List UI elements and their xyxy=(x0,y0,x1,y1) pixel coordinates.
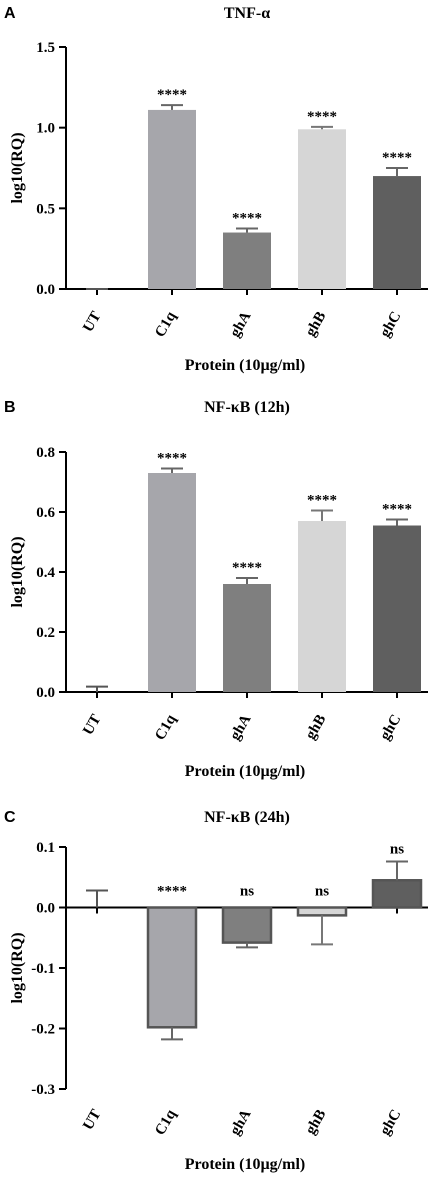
panel-letter: C xyxy=(4,809,16,826)
bar-gha xyxy=(223,584,271,692)
y-tick-label: 1.5 xyxy=(36,40,55,56)
x-tick-label: ghB xyxy=(303,309,330,339)
chart-panel-c: C NF-κB (24h) -0.3 -0.2 -0.1 0.0 0.1 log10(RQ) U… xyxy=(4,809,428,1173)
bar-ghb xyxy=(296,906,348,917)
bar-gha xyxy=(221,906,273,944)
panel-letter: A xyxy=(4,5,16,22)
x-tick-label: ghB xyxy=(303,1107,330,1137)
bar-c1q xyxy=(146,906,198,1029)
significance-label: **** xyxy=(157,451,187,467)
y-axis-label: log10(RQ) xyxy=(9,132,26,203)
significance-label: **** xyxy=(307,109,337,125)
bar-ghc xyxy=(373,176,421,289)
x-axis-label: Protein (10µg/ml) xyxy=(185,1156,305,1173)
y-tick-label: 0.1 xyxy=(36,840,55,856)
significance-label: ns xyxy=(240,884,254,900)
y-tick-label: 0.2 xyxy=(36,625,55,641)
bar-c1q xyxy=(148,473,196,692)
y-tick-label: 0.5 xyxy=(36,201,55,217)
significance-label: **** xyxy=(382,502,412,518)
x-tick-label: C1q xyxy=(152,1106,180,1138)
y-tick-label: -0.3 xyxy=(31,1082,55,1098)
bar-gha xyxy=(223,232,271,289)
y-tick-label: -0.2 xyxy=(31,1022,55,1038)
x-tick-label: UT xyxy=(80,1107,104,1133)
x-tick-label: ghC xyxy=(377,309,404,340)
x-tick-label: C1q xyxy=(152,711,180,743)
panel-letter: B xyxy=(4,399,16,416)
y-tick-label: 1.0 xyxy=(36,121,55,137)
y-tick-label: 0.6 xyxy=(36,505,55,521)
x-tick-label: C1q xyxy=(152,308,180,340)
chart-panel-b: B NF-κB (12h) 0.0 0.2 0.4 0.6 0.8 log10(RQ) UT **… xyxy=(4,399,428,780)
significance-label: **** xyxy=(307,493,337,509)
y-tick-label: 0.0 xyxy=(36,685,55,701)
chart-panel-a: A TNF-α 0.0 0.5 1.0 1.5 log10(RQ) UT **** C1q ****… xyxy=(4,5,428,374)
chart-title: NF-κB (24h) xyxy=(204,809,290,826)
y-tick-label: 0.0 xyxy=(36,901,55,917)
x-tick-label: ghC xyxy=(377,712,404,743)
significance-label: ns xyxy=(390,842,404,858)
significance-label: **** xyxy=(157,87,187,103)
y-tick-label: 0.4 xyxy=(36,565,55,581)
bar-ghb xyxy=(298,129,346,289)
y-axis-label: log10(RQ) xyxy=(9,536,26,607)
x-tick-label: ghA xyxy=(227,1107,254,1138)
significance-label: **** xyxy=(232,560,262,576)
x-axis-label: Protein (10µg/ml) xyxy=(185,763,305,780)
x-tick-label: ghA xyxy=(227,309,254,340)
x-tick-label: ghC xyxy=(377,1107,404,1138)
x-axis-label: Protein (10µg/ml) xyxy=(185,357,305,374)
y-tick-label: 0.8 xyxy=(36,445,55,461)
x-tick-label: UT xyxy=(80,309,104,335)
bar-ghc xyxy=(373,525,421,692)
bar-ghb xyxy=(298,521,346,692)
x-tick-label: UT xyxy=(80,712,104,738)
y-tick-label: 0.0 xyxy=(36,282,55,298)
significance-label: ns xyxy=(315,884,329,900)
bar-c1q xyxy=(148,109,196,289)
significance-label: **** xyxy=(382,150,412,166)
significance-label: **** xyxy=(157,884,187,900)
x-tick-label: ghA xyxy=(227,712,254,743)
chart-title: TNF-α xyxy=(224,5,270,22)
y-axis-label: log10(RQ) xyxy=(9,932,26,1003)
y-tick-label: -0.1 xyxy=(31,961,55,977)
chart-title: NF-κB (12h) xyxy=(204,399,290,416)
x-tick-label: ghB xyxy=(303,712,330,742)
bar-ghc xyxy=(371,879,423,909)
significance-label: **** xyxy=(232,211,262,227)
